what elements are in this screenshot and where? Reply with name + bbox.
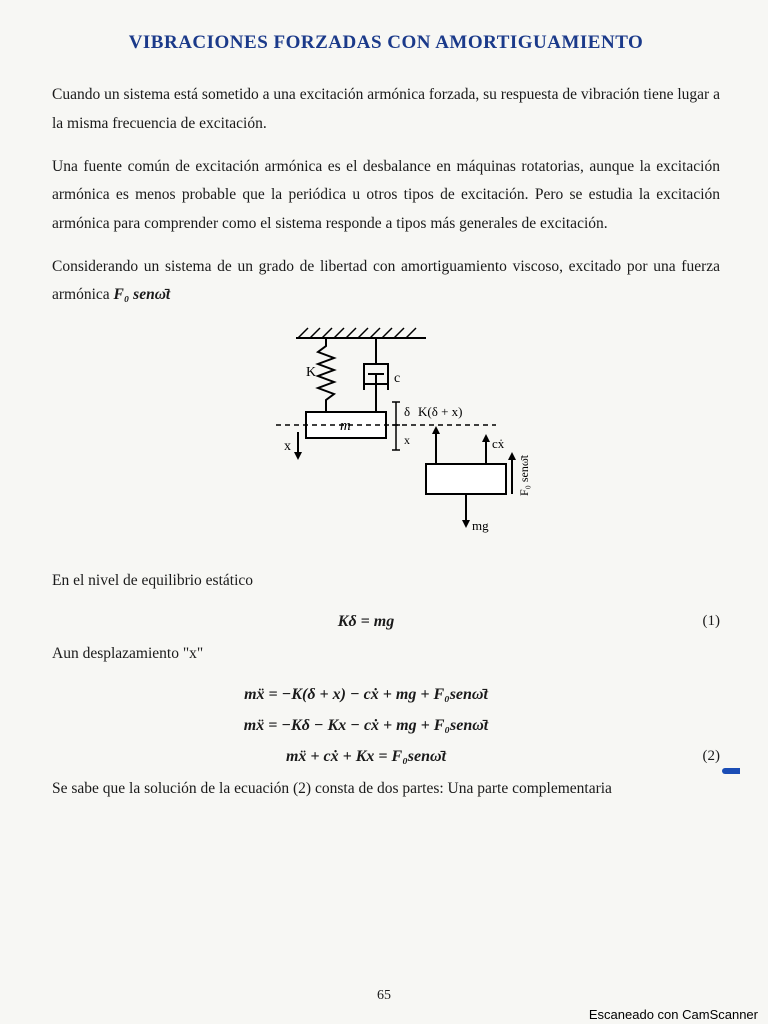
paragraph-3-formula: F₀ senω̄t (114, 286, 171, 303)
equation-2b: mẍ = −Kδ − Kx − cẋ + mg + F₀senω̄t (52, 714, 680, 739)
equation-2-number: (2) (680, 745, 720, 768)
system-diagram: K c m x δ x (52, 324, 720, 553)
label-damper-force: cẋ (492, 436, 505, 451)
page-number: 65 (0, 988, 768, 1004)
label-spring-force: K(δ + x) (418, 404, 463, 419)
label-x-axis: x (284, 439, 291, 454)
label-delta: δ (404, 404, 410, 419)
equation-1: Kδ = mg (52, 610, 680, 635)
equation-1-number: (1) (680, 610, 720, 633)
label-K: K (306, 365, 316, 380)
label-ext-force: F₀ senω̄t (517, 454, 531, 496)
equation-1-row: Kδ = mg (1) (52, 610, 720, 635)
paragraph-2: Una fuente común de excitación armónica … (52, 153, 720, 239)
paragraph-4: En el nivel de equilibrio estático (52, 567, 720, 596)
scan-artifact (722, 768, 740, 774)
label-weight: mg (472, 518, 489, 533)
equation-2c: mẍ + cẋ + Kx = F₀senω̄t (52, 745, 680, 770)
paragraph-5: Aun desplazamiento "x" (52, 640, 720, 669)
equation-2a-row: mẍ = −K(δ + x) − cẋ + mg + F₀senω̄t (52, 683, 720, 708)
paragraph-3: Considerando un sistema de un grado de l… (52, 253, 720, 310)
label-m: m (340, 418, 351, 434)
label-xgap: x (404, 433, 410, 447)
equation-2c-row: mẍ + cẋ + Kx = F₀senω̄t (2) (52, 745, 720, 770)
equation-2b-row: mẍ = −Kδ − Kx − cẋ + mg + F₀senω̄t (52, 714, 720, 739)
paragraph-1: Cuando un sistema está sometido a una ex… (52, 81, 720, 138)
paragraph-6: Se sabe que la solución de la ecuación (… (52, 775, 720, 804)
scanner-watermark: Escaneado con CamScanner (589, 1007, 758, 1022)
label-c: c (394, 371, 400, 386)
page-title: VIBRACIONES FORZADAS CON AMORTIGUAMIENTO (52, 28, 720, 57)
equation-2a: mẍ = −K(δ + x) − cẋ + mg + F₀senω̄t (52, 683, 680, 708)
